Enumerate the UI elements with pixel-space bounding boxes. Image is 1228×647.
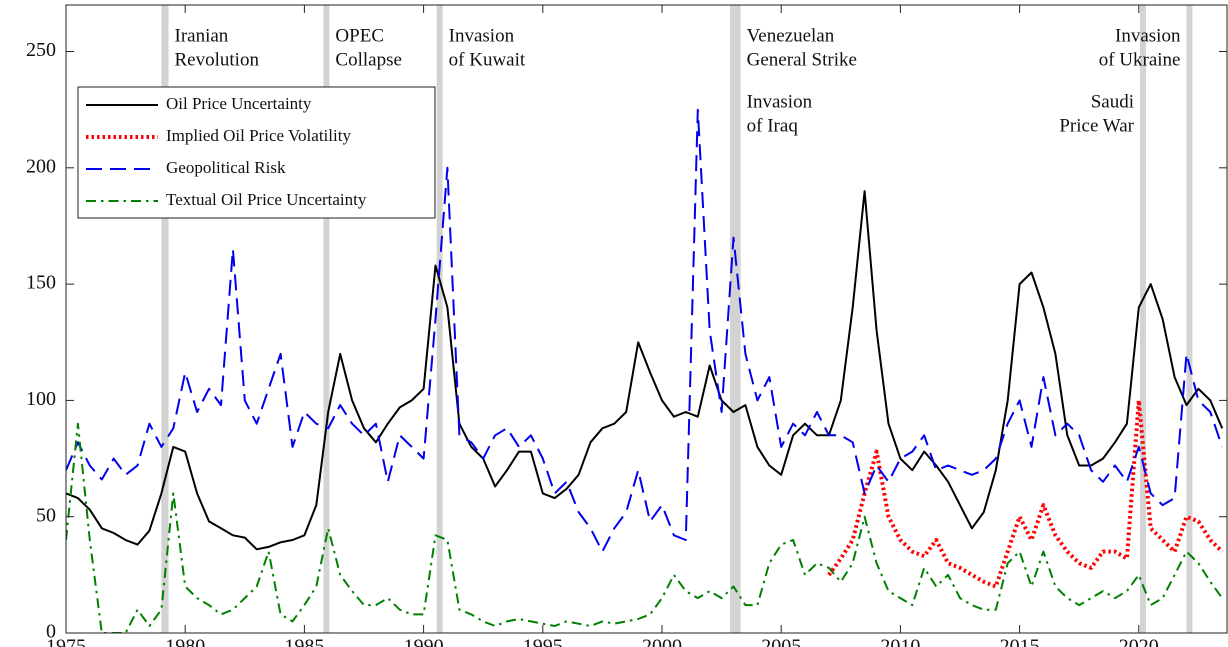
event-label: Collapse	[335, 49, 402, 70]
x-tick-label: 2015	[1000, 636, 1040, 647]
event-band	[1186, 5, 1193, 633]
event-band	[436, 5, 443, 633]
series-line	[66, 422, 1224, 633]
event-label: Revolution	[175, 49, 260, 70]
series-lines	[66, 108, 1224, 633]
legend-label: Textual Oil Price Uncertainty	[166, 190, 367, 209]
x-tick-label: 2005	[761, 636, 801, 647]
event-label: Invasion	[1115, 25, 1181, 46]
event-band	[323, 5, 330, 633]
legend-label: Oil Price Uncertainty	[166, 94, 312, 113]
x-tick-label: 1990	[404, 636, 444, 647]
y-tick-label: 250	[26, 39, 56, 61]
legend-label: Implied Oil Price Volatility	[166, 126, 351, 145]
event-label: of Ukraine	[1099, 49, 1181, 70]
x-tick-label: 2020	[1119, 636, 1159, 647]
event-label: of Iraq	[747, 115, 799, 136]
axes: 0 50 100 150 200 250 1975 1980 1985 1990 1995 2000 2…	[26, 4, 1228, 647]
series-line	[66, 190, 1224, 551]
series-line	[827, 398, 1224, 589]
event-label: Saudi	[1091, 91, 1134, 112]
x-tick-label: 1975	[46, 636, 86, 647]
y-tick-label: 150	[26, 272, 56, 294]
legend-box	[77, 86, 436, 219]
x-tick-label: 1980	[165, 636, 205, 647]
event-label: General Strike	[747, 49, 857, 70]
plot-frame	[65, 4, 1228, 634]
event-label: Venezuelan	[747, 25, 835, 46]
event-label: of Kuwait	[449, 49, 526, 70]
y-tick-label: 0	[46, 621, 56, 643]
series-line	[66, 108, 1224, 553]
event-band	[161, 5, 169, 633]
y-tick-label: 200	[26, 155, 56, 177]
event-label: Invasion	[747, 91, 813, 112]
event-label: Invasion	[449, 25, 515, 46]
event-label: Iranian	[175, 25, 229, 46]
x-tick-label: 1985	[284, 636, 324, 647]
x-tick-label: 2000	[642, 636, 682, 647]
event-bands: Iranian Revolution OPEC Collapse Invasion of …	[161, 5, 1193, 633]
event-band	[1139, 5, 1146, 633]
legend-label: Geopolitical Risk	[166, 158, 286, 177]
y-tick-label: 50	[36, 504, 56, 526]
y-tick-label: 100	[26, 388, 56, 410]
event-label: OPEC	[335, 25, 384, 46]
x-tick-label: 1995	[523, 636, 563, 647]
x-tick-label: 2010	[880, 636, 920, 647]
event-band	[729, 5, 741, 633]
legend: Oil Price Uncertainty Implied Oil Price V…	[77, 86, 436, 219]
event-label: Price War	[1059, 115, 1134, 136]
